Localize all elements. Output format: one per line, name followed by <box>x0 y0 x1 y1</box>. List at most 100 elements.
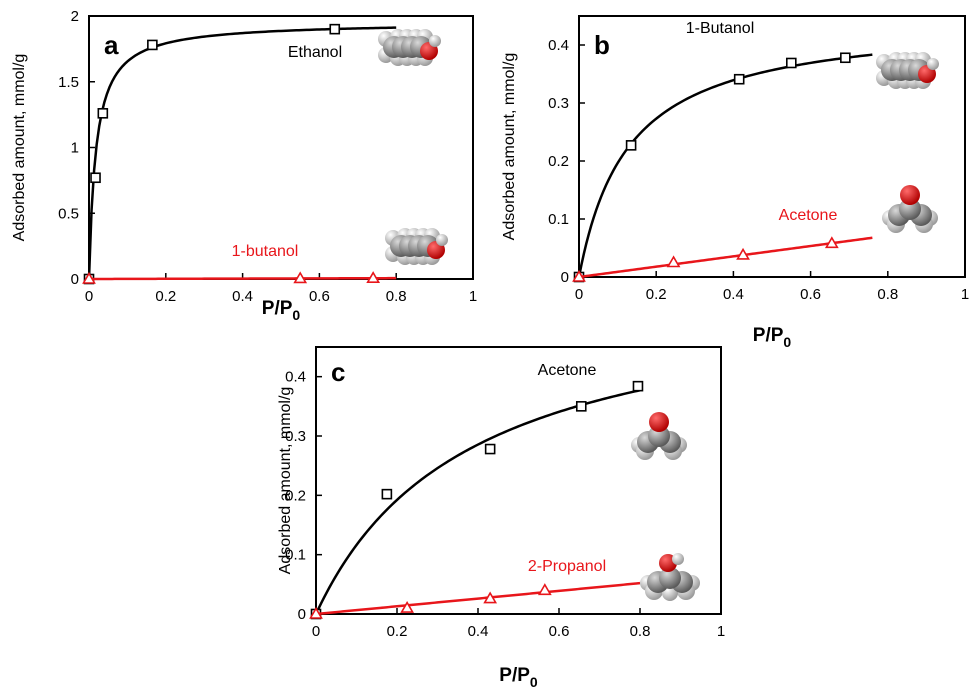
y-tick-label: 0 <box>561 269 569 286</box>
y-tick-label: 0.2 <box>548 153 569 170</box>
data-point <box>625 140 637 151</box>
molecule-icon-butanol <box>385 228 448 265</box>
hydrogen-atom <box>436 234 448 246</box>
data-point <box>733 73 745 85</box>
y-tick-label: 2 <box>71 8 79 25</box>
data-point <box>666 255 681 268</box>
data-point <box>537 583 552 596</box>
data-point <box>484 443 496 455</box>
series-label: 1-Butanol <box>686 20 755 37</box>
x-tick-label: 0 <box>312 623 320 640</box>
hydrogen-atom <box>927 58 939 70</box>
x-tick-label: 0.2 <box>387 623 408 640</box>
y-tick-label: 0.2 <box>285 487 306 504</box>
data-point <box>147 39 158 51</box>
data-point <box>736 247 750 260</box>
plot-frame <box>578 15 966 278</box>
molecule-icon-butanol <box>876 52 939 89</box>
x-axis-label: P/P0 <box>753 325 792 350</box>
plot-frame <box>315 346 722 615</box>
series-label: Acetone <box>538 362 597 379</box>
data-point <box>840 52 851 64</box>
panel-letter: c <box>331 357 345 387</box>
y-axis-label: Adsorbed amount, mmol/g <box>11 54 28 242</box>
x-tick-label: 1 <box>961 286 969 303</box>
data-point <box>293 271 308 284</box>
data-point <box>90 172 101 184</box>
series-label: Acetone <box>779 207 838 224</box>
y-tick-label: 0.1 <box>548 211 569 228</box>
data-point <box>483 591 498 604</box>
x-tick-label: 0.6 <box>309 288 330 305</box>
carbon-atom <box>648 425 670 447</box>
x-tick-label: 0.6 <box>549 623 570 640</box>
y-tick-label: 0.3 <box>548 95 569 112</box>
x-tick-label: 0.6 <box>800 286 821 303</box>
x-tick-label: 0.8 <box>386 288 407 305</box>
data-point <box>329 23 341 35</box>
y-tick-label: 0 <box>71 271 79 288</box>
y-tick-label: 0 <box>298 606 306 623</box>
x-tick-label: 0 <box>575 286 583 303</box>
y-tick-label: 0.3 <box>285 428 306 445</box>
x-axis-label-main: P/P <box>753 325 784 346</box>
data-point <box>97 108 109 119</box>
x-tick-label: 0.4 <box>723 286 744 303</box>
data-point <box>632 380 644 392</box>
carbon-atom <box>899 198 921 220</box>
data-point <box>366 271 381 284</box>
x-tick-label: 0 <box>85 288 93 305</box>
x-axis-label-main: P/P <box>262 298 293 319</box>
x-tick-label: 0.8 <box>630 623 651 640</box>
molecule-icon-acetone <box>631 412 687 460</box>
x-tick-label: 0.8 <box>877 286 898 303</box>
data-point <box>575 401 587 412</box>
y-tick-label: 1.5 <box>58 74 79 91</box>
fit-curve-ethanol <box>87 26 397 280</box>
molecule-icon-ethanol <box>378 29 441 66</box>
y-tick-label: 0.4 <box>285 369 306 386</box>
x-axis-label: P/P0 <box>499 665 538 690</box>
y-tick-label: 0.4 <box>548 37 569 54</box>
x-tick-label: 1 <box>469 288 477 305</box>
hydrogen-atom <box>429 35 441 47</box>
hydrogen-atom <box>672 553 684 565</box>
x-axis-label-subscript: 0 <box>530 674 538 690</box>
y-tick-label: 0.1 <box>285 547 306 564</box>
data-point <box>82 271 96 284</box>
y-axis-label: Adsorbed amount, mmol/g <box>277 387 294 575</box>
data-point <box>381 488 393 500</box>
molecule-icon-acetone <box>882 185 938 233</box>
y-tick-label: 1 <box>71 140 79 157</box>
x-axis-label: P/P0 <box>262 298 301 323</box>
x-axis-label-main: P/P <box>499 665 530 686</box>
series-label: 1-butanol <box>232 243 299 260</box>
oxygen-atom <box>649 412 669 432</box>
data-point <box>785 57 797 69</box>
x-axis-label-subscript: 0 <box>783 334 791 350</box>
x-tick-label: 0.4 <box>468 623 489 640</box>
panel-b: 0 0.2 0.4 0.6 0.8 1 0 0.1 0.2 0.3 0.4 Adsorbed amou… <box>501 15 969 350</box>
fit-curve-acetone <box>314 389 641 615</box>
x-tick-label: 0.4 <box>232 288 253 305</box>
data-point <box>400 600 415 613</box>
fit-curve-1-butanol <box>88 276 397 281</box>
data-point <box>572 269 586 282</box>
panel-letter: b <box>594 30 610 60</box>
series-label: 2-Propanol <box>528 558 606 575</box>
data-point <box>309 606 323 619</box>
x-tick-label: 0.2 <box>155 288 176 305</box>
y-axis-label: Adsorbed amount, mmol/g <box>501 53 518 241</box>
oxygen-atom <box>900 185 920 205</box>
data-point <box>824 236 839 249</box>
y-tick-label: 0.5 <box>58 205 79 222</box>
panel-a: 0 0.2 0.4 0.6 0.8 1 0 0.5 1 1.5 2 Adsorbed amount, … <box>11 8 477 323</box>
molecule-icon-propanol <box>640 553 700 601</box>
carbon-atom <box>659 567 681 589</box>
panel-letter: a <box>104 30 119 60</box>
x-axis-label-subscript: 0 <box>292 307 300 323</box>
series-label: Ethanol <box>288 44 342 61</box>
x-tick-label: 1 <box>717 623 725 640</box>
